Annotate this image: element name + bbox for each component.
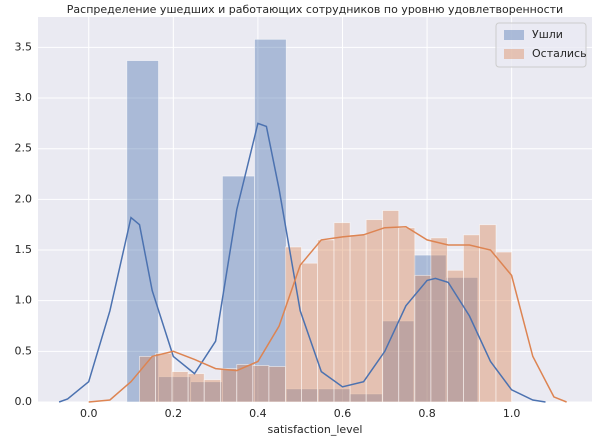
y-tick-label: 0.0	[15, 395, 33, 408]
legend-swatch	[504, 49, 524, 59]
y-tick-label: 2.5	[15, 142, 33, 155]
hist-bar	[349, 234, 367, 403]
legend-label: Остались	[532, 47, 587, 60]
hist-bar	[463, 234, 480, 403]
x-tick-label: 0.0	[80, 407, 98, 420]
hist-bar	[414, 274, 432, 403]
kde-line	[58, 122, 546, 403]
hist-bar	[155, 352, 173, 403]
kde-line	[88, 225, 567, 403]
x-tick-label: 1.0	[503, 407, 521, 420]
hist-bar	[333, 222, 351, 403]
hist-bar	[382, 210, 400, 403]
x-tick-label: 0.6	[334, 407, 352, 420]
y-tick-label: 0.5	[15, 344, 33, 357]
hist-bar	[158, 376, 192, 403]
hist-bar	[171, 371, 189, 403]
hist-bar	[381, 320, 415, 403]
hist-bar	[220, 368, 238, 403]
hist-bar	[479, 224, 497, 403]
hist-bar	[203, 379, 222, 403]
chart-title: Распределение ушедших и работающих сотру…	[67, 3, 563, 16]
hist-bar	[445, 276, 479, 403]
x-axis-label: satisfaction_level	[268, 423, 363, 436]
hist-bar	[301, 262, 318, 403]
hist-bar	[252, 365, 270, 403]
hist-bar	[268, 366, 286, 403]
y-tick-label: 1.0	[15, 294, 33, 307]
hist-bar	[317, 239, 335, 403]
y-tick-label: 1.5	[15, 243, 33, 256]
legend-swatch	[504, 30, 524, 40]
y-tick-label: 3.5	[15, 40, 33, 53]
y-tick-label: 2.0	[15, 192, 33, 205]
plot-area	[38, 17, 592, 402]
hist-bar	[495, 251, 513, 403]
legend-box	[495, 22, 587, 68]
y-tick-label: 3.0	[15, 91, 33, 104]
x-tick-label: 0.4	[249, 407, 267, 420]
hist-bar	[446, 269, 464, 403]
hist-bar	[139, 356, 156, 403]
hist-bar	[187, 373, 205, 403]
hist-bar	[430, 237, 448, 403]
hist-bar	[254, 38, 287, 403]
x-tick-label: 0.8	[418, 407, 436, 420]
x-tick-label: 0.2	[165, 407, 183, 420]
hist-bar	[126, 60, 159, 403]
legend-label: Ушли	[532, 28, 563, 41]
